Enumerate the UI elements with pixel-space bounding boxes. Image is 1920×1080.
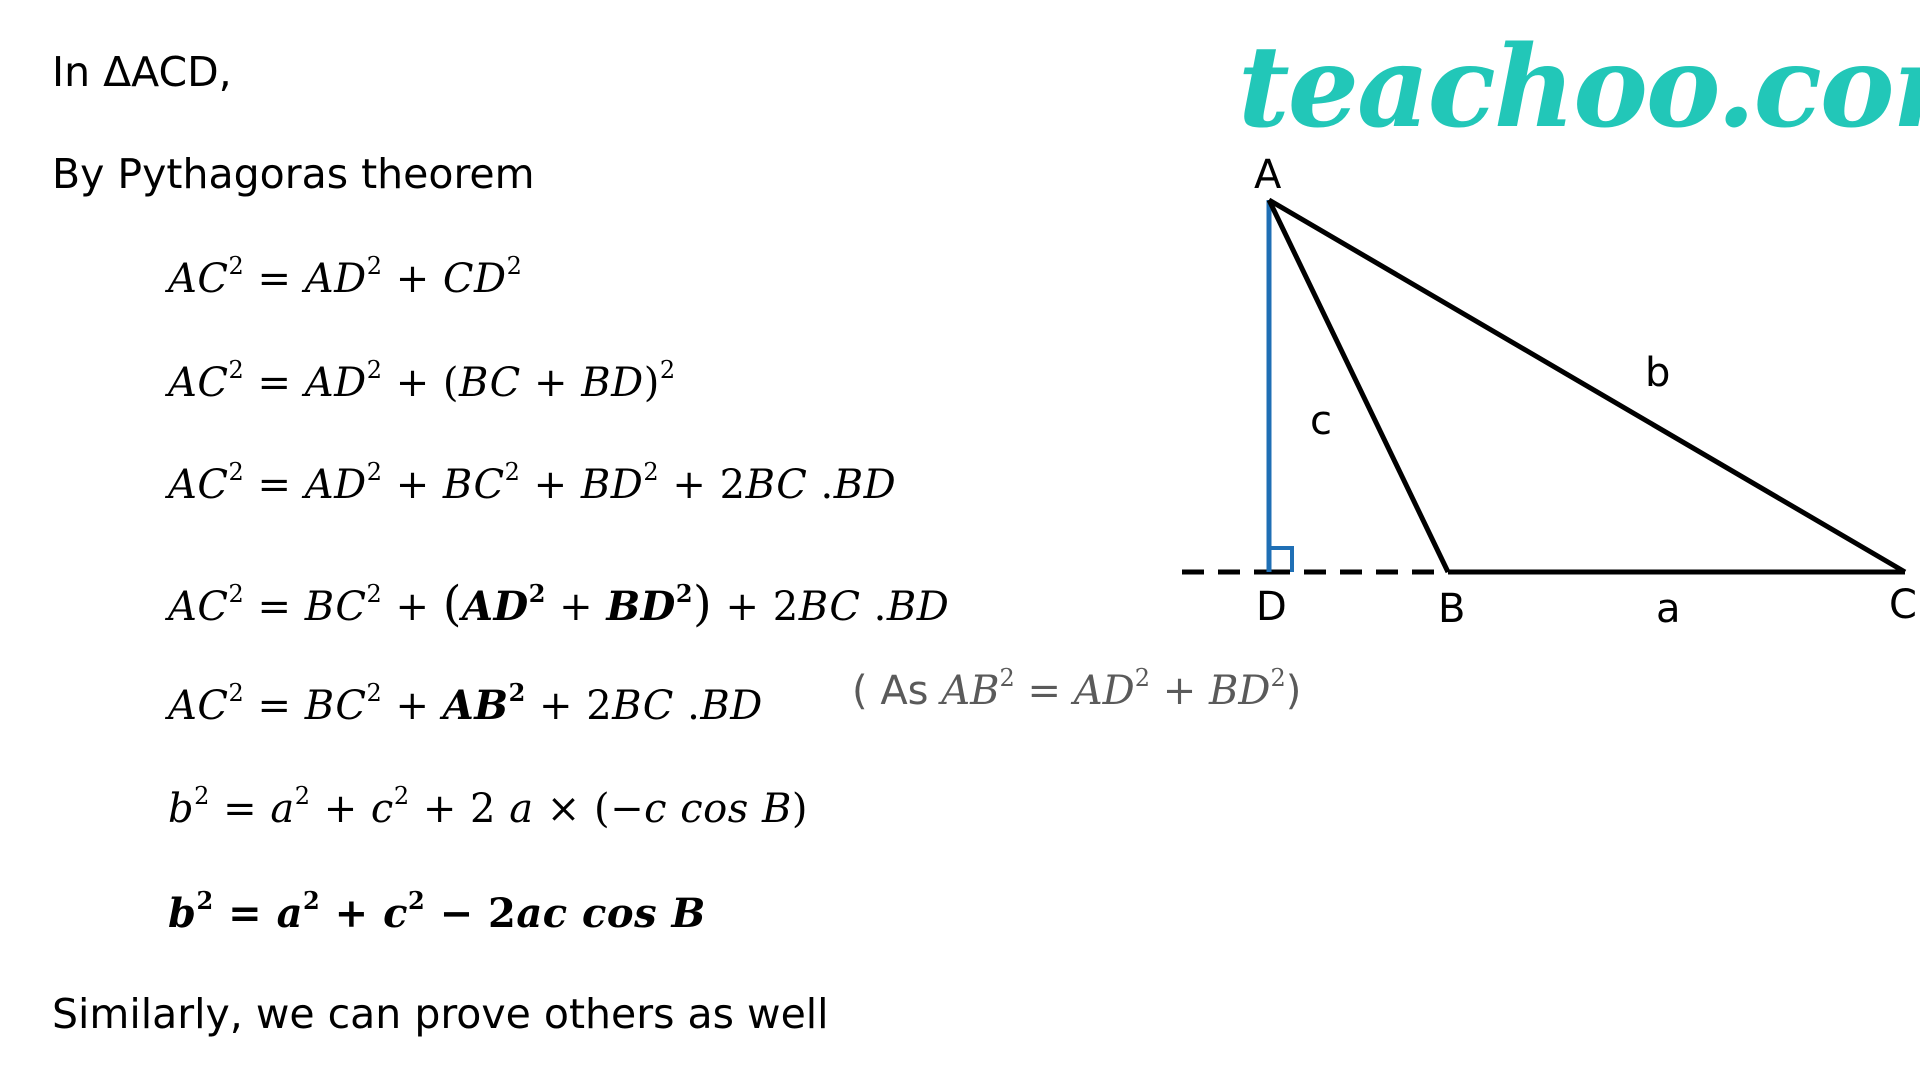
vertex-label-d: D xyxy=(1256,584,1287,630)
proof-theorem-heading: By Pythagoras theorem xyxy=(52,150,535,198)
equation-step-5: AC2 = BC2 + AB2 + 2BC .BD xyxy=(168,678,763,730)
equation-step-1: AC2 = AD2 + CD2 xyxy=(168,252,523,302)
equation-step-6: b2 = a2 + c2 + 2 a × (−c cos B) xyxy=(168,782,809,832)
right-angle-marker xyxy=(1269,546,1294,572)
side-label-c: c xyxy=(1310,398,1332,444)
proof-conclusion: Similarly, we can prove others as well xyxy=(52,990,829,1038)
vertex-label-b: B xyxy=(1438,586,1465,632)
equation-final: b2 = a2 + c2 − 2ac cos B xyxy=(168,886,706,938)
side-label-b: b xyxy=(1645,350,1670,396)
proof-intro: In ΔACD, xyxy=(52,48,232,96)
equation-step-4: AC2 = BC2 + (AD2 + BD2) + 2BC .BD xyxy=(168,576,950,632)
teachoo-logo: teachoo.com xyxy=(1238,22,1920,153)
vertex-label-c: C xyxy=(1889,582,1917,628)
side-b xyxy=(1267,197,1907,575)
equation-step-2: AC2 = AD2 + (BC + BD)2 xyxy=(168,356,676,406)
vertex-label-a: A xyxy=(1254,152,1282,198)
side-c xyxy=(1266,198,1451,574)
equation-step-3: AC2 = AD2 + BC2 + BD2 + 2BC .BD xyxy=(168,458,897,508)
equation-lhs: AC2 xyxy=(168,252,245,302)
side-label-a: a xyxy=(1656,586,1681,632)
side-note: ( As AB2 = AD2 + BD2) xyxy=(852,664,1302,714)
